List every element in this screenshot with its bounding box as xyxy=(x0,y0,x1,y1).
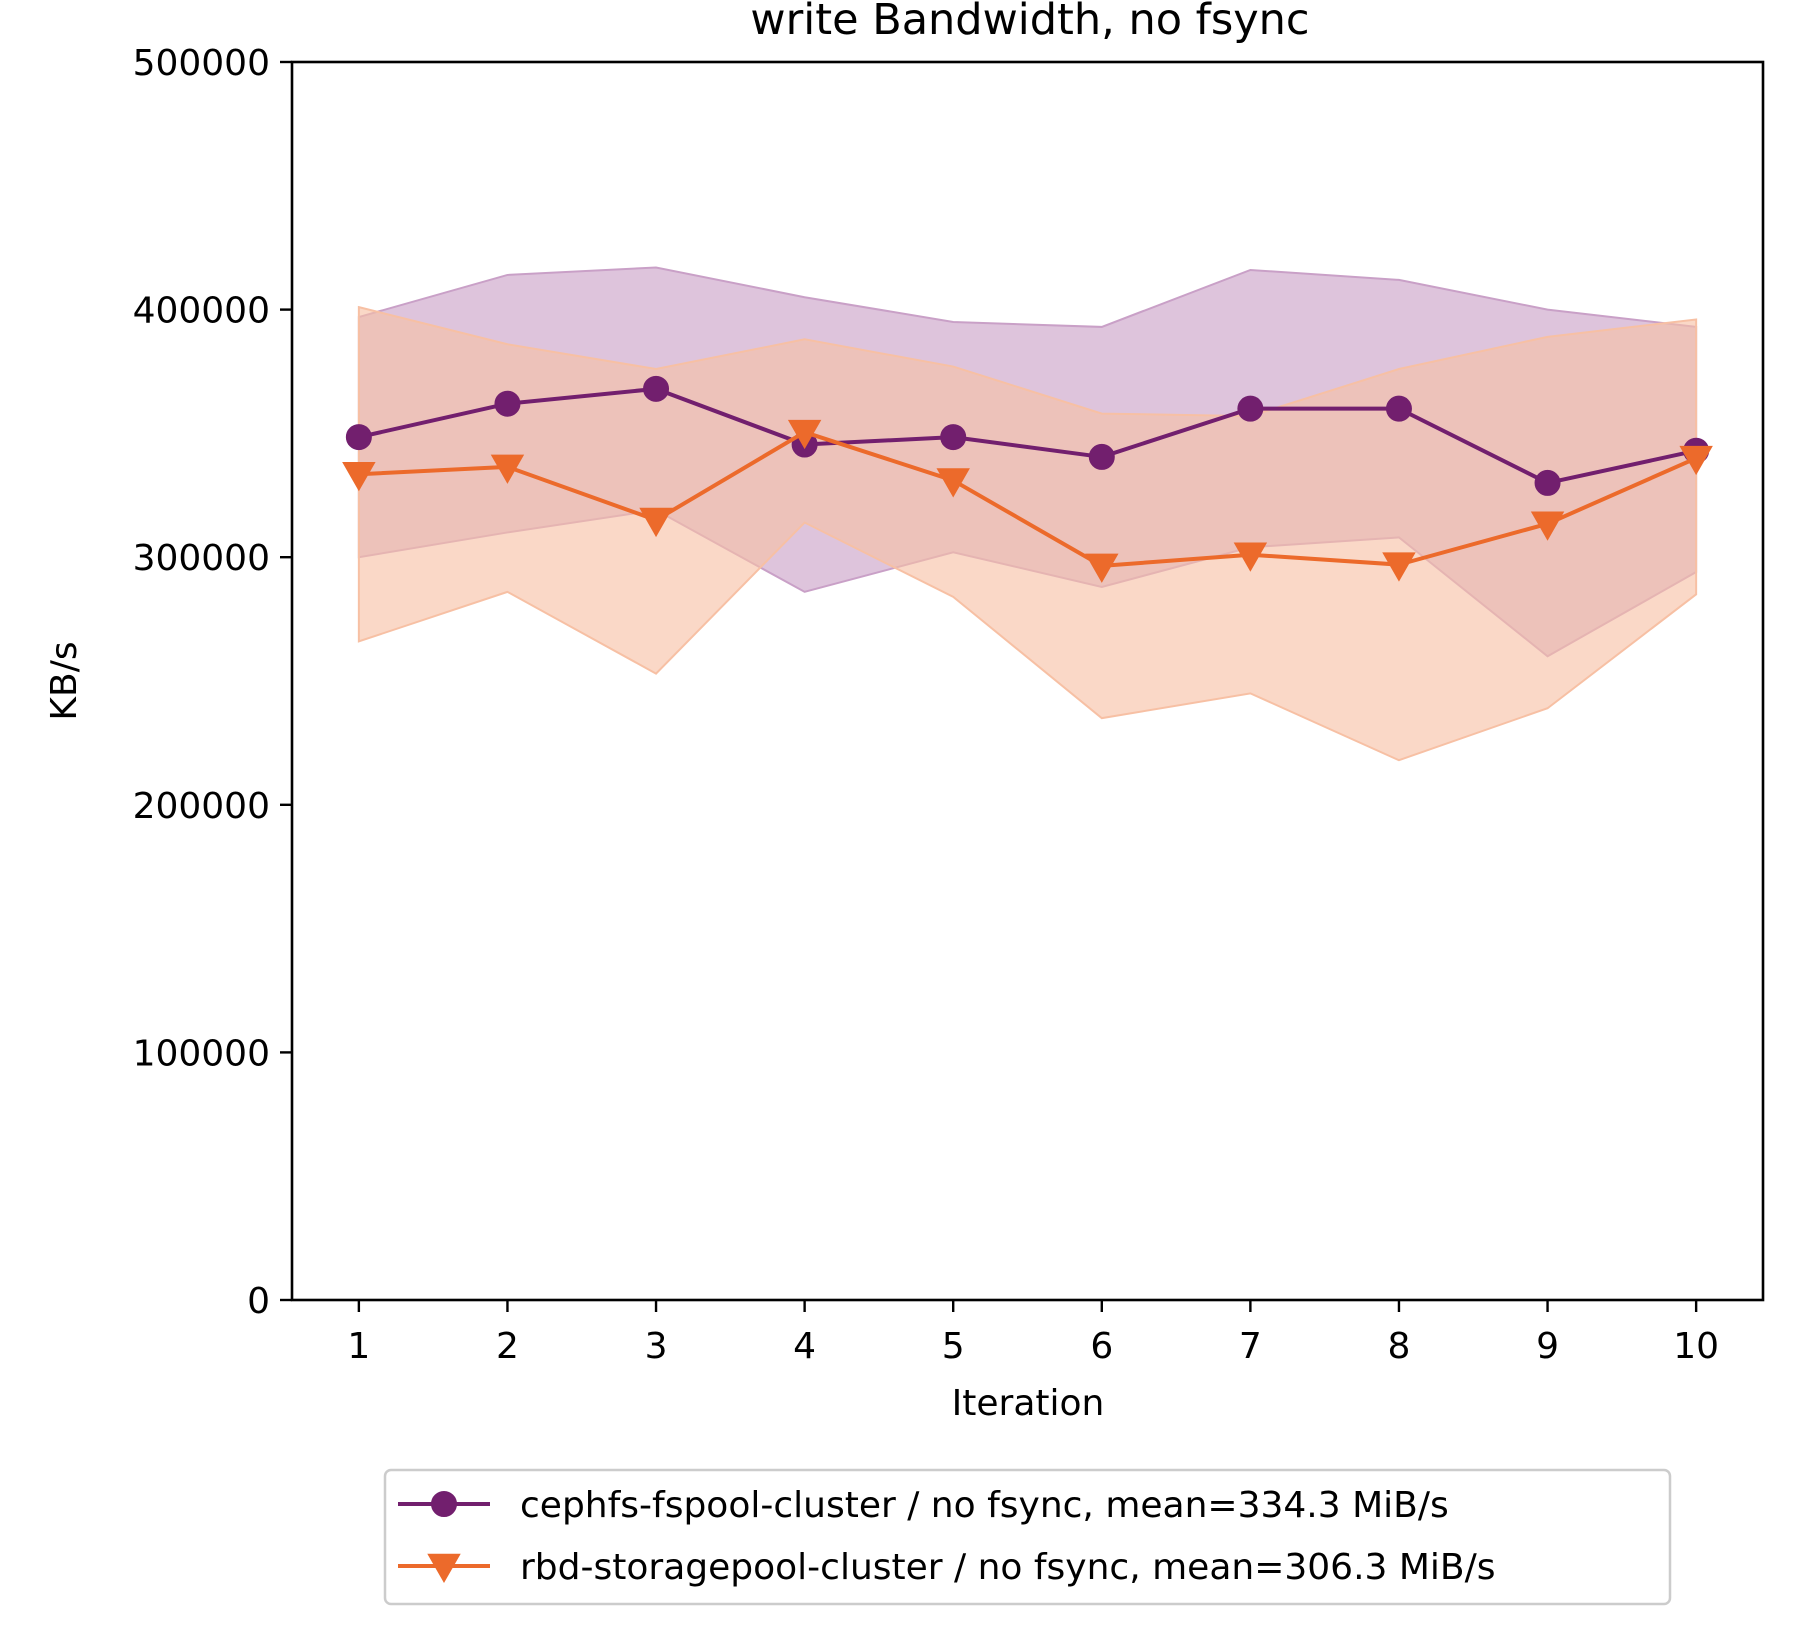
series-1-line xyxy=(358,386,1697,485)
chart-title: write Bandwidth, no fsync xyxy=(750,0,1309,45)
series-2-point xyxy=(490,454,525,484)
y-tick-label: 100000 xyxy=(133,1033,270,1074)
x-tick-label: 9 xyxy=(1536,1326,1559,1367)
band-layer xyxy=(357,266,1698,762)
x-axis-label: Iteration xyxy=(952,1383,1105,1424)
x-tick-label: 6 xyxy=(1090,1326,1113,1367)
series-1-point xyxy=(494,390,521,417)
series-2-point xyxy=(1530,511,1565,541)
y-axis-label: KB/s xyxy=(44,641,85,720)
series-layer xyxy=(342,375,1713,583)
legend-marker-1 xyxy=(431,1491,457,1517)
series-1-point xyxy=(940,424,967,451)
series-2-line xyxy=(358,430,1697,568)
series-2-point xyxy=(936,468,970,498)
series-2-point xyxy=(1233,542,1268,572)
series-1-point xyxy=(1534,469,1561,496)
legend-entries: cephfs-fspool-cluster / no fsync, mean=3… xyxy=(398,1485,1496,1588)
series-1-point xyxy=(1237,395,1264,422)
y-axis: 0 100000 200000 300000 400000 500000 xyxy=(133,43,292,1322)
legend: cephfs-fspool-cluster / no fsync, mean=3… xyxy=(383,1468,1672,1606)
x-tick-label: 7 xyxy=(1239,1326,1262,1367)
x-axis: 1 2 3 4 5 6 7 8 9 10 xyxy=(347,1300,1719,1367)
series-1-point xyxy=(1088,443,1115,470)
x-tick-label: 2 xyxy=(496,1326,519,1367)
x-tick-label: 5 xyxy=(942,1326,965,1367)
x-tick-label: 3 xyxy=(645,1326,668,1367)
y-tick-label: 300000 xyxy=(133,538,270,579)
x-tick-label: 8 xyxy=(1388,1326,1411,1367)
x-tick-label: 1 xyxy=(347,1326,370,1367)
series-1-point xyxy=(345,424,372,451)
series-2-point xyxy=(342,462,376,492)
legend-marker-2 xyxy=(427,1553,461,1584)
x-tick-label: 10 xyxy=(1673,1326,1719,1367)
series-1-point xyxy=(643,375,670,402)
series-1-point xyxy=(1385,395,1412,422)
series-2-band xyxy=(357,305,1698,762)
series-2-point xyxy=(1679,445,1713,476)
series-2-point xyxy=(1085,553,1119,583)
plot-area-frame xyxy=(290,60,1765,1302)
y-tick-label: 400000 xyxy=(133,291,270,332)
legend-box xyxy=(383,1468,1672,1606)
series-2-point xyxy=(787,419,822,450)
series-2-point xyxy=(1382,552,1416,582)
legend-label-1: cephfs-fspool-cluster / no fsync, mean=3… xyxy=(520,1485,1449,1526)
y-tick-label: 0 xyxy=(247,1281,270,1322)
y-tick-label: 200000 xyxy=(133,786,270,827)
legend-label-2: rbd-storagepool-cluster / no fsync, mean… xyxy=(520,1547,1496,1588)
series-2-point xyxy=(639,507,673,538)
x-tick-label: 4 xyxy=(793,1326,816,1367)
y-tick-label: 500000 xyxy=(133,43,270,84)
